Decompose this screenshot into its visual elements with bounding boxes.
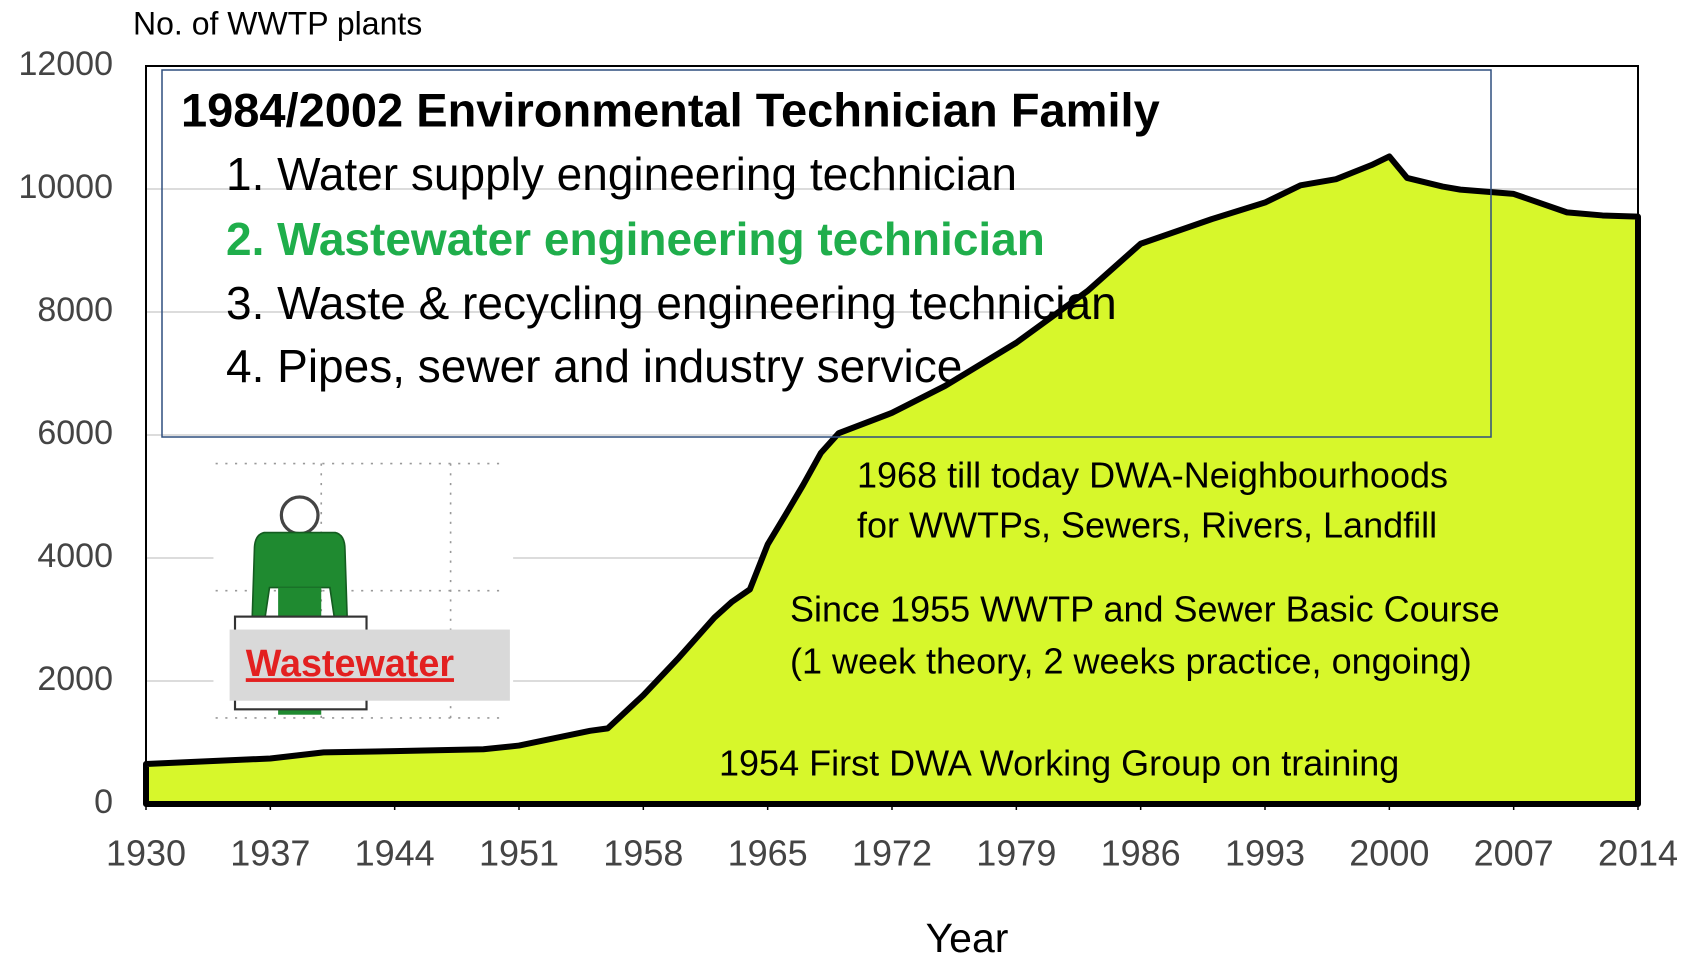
y-tick-label: 2000 — [37, 660, 113, 698]
x-tick-label: 1958 — [603, 833, 683, 874]
info-box-item: 4. Pipes, sewer and industry service — [226, 340, 962, 392]
wastewater-icon: Wastewater — [213, 457, 514, 723]
info-box-title: 1984/2002 Environmental Technician Famil… — [181, 83, 1160, 136]
icon-head — [279, 495, 320, 536]
x-tick-label: 1965 — [728, 833, 808, 874]
x-tick-label: 1944 — [355, 833, 435, 874]
info-box-item: 1. Water supply engineering technician — [226, 148, 1017, 200]
x-tick-label: 1979 — [976, 833, 1056, 874]
info-box-item: 2. Wastewater engineering technician — [226, 213, 1045, 265]
y-tick-label: 12000 — [18, 45, 113, 83]
x-tick-label: 1930 — [106, 833, 186, 874]
y-tick-label: 4000 — [37, 537, 113, 575]
annotation: 1968 till today DWA-Neighbourhoods — [857, 455, 1448, 496]
x-tick-label: 1993 — [1225, 833, 1305, 874]
x-tick-label: 2014 — [1598, 833, 1678, 874]
info-box-border — [161, 69, 1492, 438]
y-tick-label: 0 — [94, 783, 113, 821]
x-tick-label: 2007 — [1474, 833, 1554, 874]
x-tick-label: 1937 — [230, 833, 310, 874]
plot — [143, 65, 1641, 810]
info-box: 1984/2002 Environmental Technician Famil… — [161, 69, 1492, 438]
x-tick-label: 1986 — [1101, 833, 1181, 874]
x-tick-label: 1951 — [479, 833, 559, 874]
plot-frame — [145, 65, 1639, 805]
area — [143, 153, 1641, 807]
annotation: Since 1955 WWTP and Sewer Basic Course — [790, 589, 1500, 630]
y-axis-label: No. of WWTP plants — [133, 5, 422, 41]
y-tick-label: 10000 — [18, 168, 113, 206]
annotation: (1 week theory, 2 weeks practice, ongoin… — [790, 641, 1472, 682]
info-box-item: 3. Waste & recycling engineering technic… — [226, 277, 1117, 329]
icon-label-box — [229, 629, 510, 701]
y-tick-label: 8000 — [37, 291, 113, 329]
icon-body — [251, 531, 348, 618]
annotation: for WWTPs, Sewers, Rivers, Landfill — [857, 505, 1437, 546]
x-tick-label: 1972 — [852, 833, 932, 874]
y-tick-label: 6000 — [37, 414, 113, 452]
icon-label: Wastewater — [246, 642, 455, 684]
annotation: 1954 First DWA Working Group on training — [719, 743, 1399, 784]
x-axis-label: Year — [926, 915, 1009, 960]
x-tick-label: 2000 — [1349, 833, 1429, 874]
